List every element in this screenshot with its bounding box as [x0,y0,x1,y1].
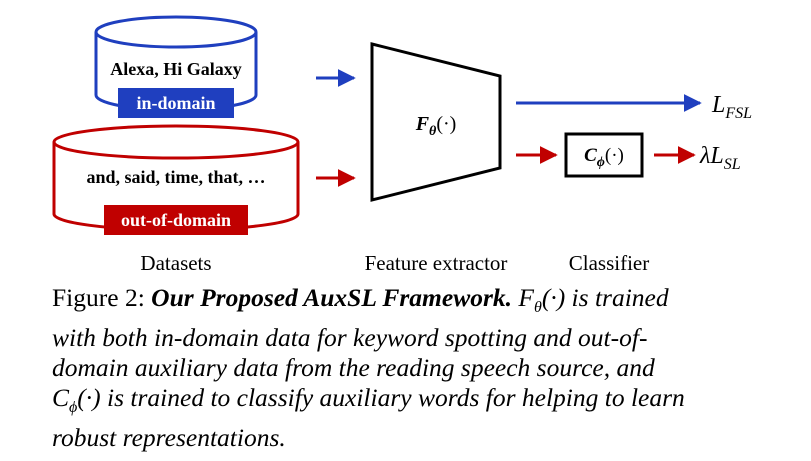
out-of-domain-label: out-of-domain [121,210,231,230]
in-domain-label: in-domain [136,93,215,113]
caption-line-2: with both in-domain data for keyword spo… [52,323,648,353]
out-of-domain-dataset: and, said, time, that, … out-of-domain [52,124,300,235]
caption-prefix: Figure 2: [52,283,152,312]
caption-line-4: Cϕ(·) is trained to classify auxiliary w… [52,383,685,417]
out-of-domain-badge [104,205,248,235]
figure-caption: Figure 2: Our Proposed AuxSL Framework. … [52,283,792,453]
framework-diagram: Alexa, Hi Galaxy in-domain and, said, ti… [52,15,752,275]
caption-line-5: robust representations. [52,423,286,453]
out-of-domain-examples: and, said, time, that, … [86,167,265,187]
feature-extractor-block [370,42,502,202]
classifier-block [564,132,644,178]
in-domain-examples: Alexa, Hi Galaxy [110,59,242,79]
caption-title: Our Proposed AuxSL Framework. [151,283,513,312]
in-domain-badge [118,88,234,118]
in-domain-dataset: Alexa, Hi Galaxy in-domain [94,15,258,118]
datasets-label: Datasets [140,251,211,275]
caption-line-1: Figure 2: Our Proposed AuxSL Framework. … [52,283,669,317]
feature-extractor-label: Feature extractor [365,251,508,275]
loss-fsl: LFSL [711,92,752,122]
classifier-label: Classifier [569,251,649,275]
feature-extractor-symbol: Fθ(·) [415,113,457,139]
caption-line-3: domain auxiliary data from the reading s… [52,353,655,383]
loss-sl: λLSL [699,143,741,173]
classifier-symbol: Cϕ(·) [584,145,624,170]
